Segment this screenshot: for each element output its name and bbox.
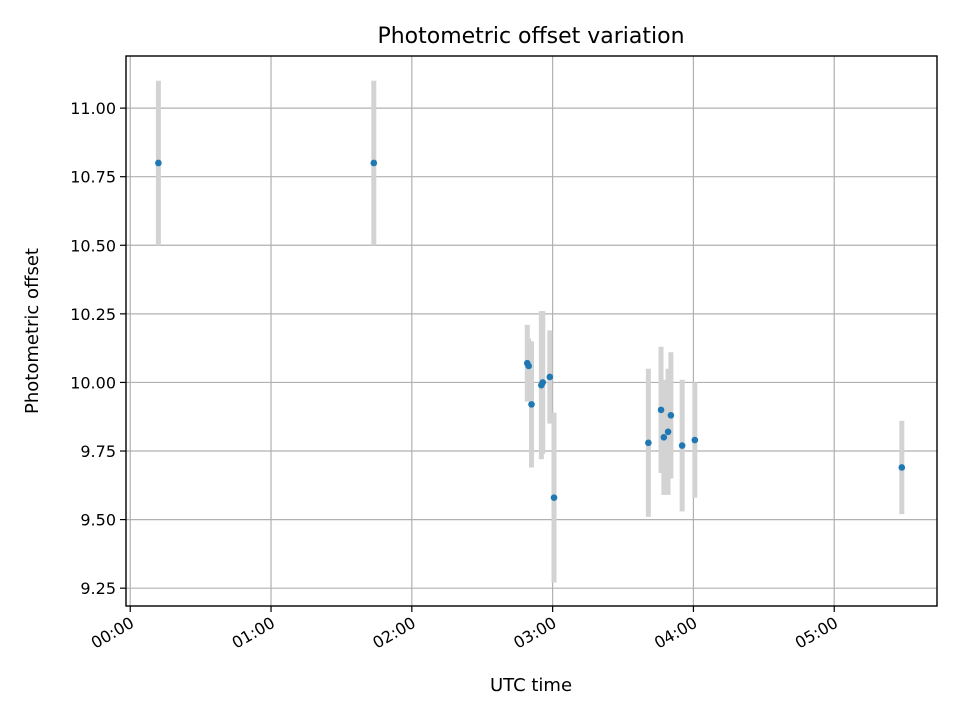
x-tick-label: 01:00 (229, 613, 278, 653)
y-tick-label: 9.25 (80, 579, 116, 598)
y-axis-label: Photometric offset (22, 248, 43, 414)
marker-layer (155, 159, 906, 501)
x-tick-label: 00:00 (88, 613, 137, 653)
data-point (645, 439, 652, 447)
y-tick-label: 10.25 (70, 305, 116, 324)
data-point (657, 406, 665, 414)
x-axis: 00:00 01:00 02:00 03:00 04:00 05:00 (88, 606, 841, 653)
data-point (546, 373, 554, 381)
x-axis-label: UTC time (490, 675, 572, 696)
y-tick-label: 10.00 (70, 373, 116, 392)
data-point (898, 464, 906, 471)
y-tick-label: 9.50 (80, 511, 116, 530)
chart-title: Photometric offset variation (377, 24, 684, 49)
data-point (691, 436, 699, 444)
y-tick-label: 10.50 (70, 236, 116, 255)
plot-frame (125, 55, 938, 607)
errorbar-layer (155, 80, 905, 583)
data-point (528, 401, 535, 408)
y-tick-label: 11.00 (70, 99, 116, 118)
data-point (550, 494, 558, 501)
x-tick-label: 03:00 (510, 613, 559, 653)
data-point (525, 362, 532, 370)
data-point (664, 428, 672, 436)
grid-layer (126, 56, 937, 606)
y-axis: 9.25 9.50 9.75 10.00 10.25 10.50 10.75 11.00 (70, 99, 126, 598)
y-tick-label: 9.75 (80, 442, 116, 461)
x-tick-label: 05:00 (792, 613, 841, 653)
x-tick-label: 04:00 (651, 613, 700, 653)
data-point (539, 379, 547, 386)
data-point (370, 159, 378, 167)
x-tick-label: 02:00 (369, 613, 418, 653)
data-point (660, 433, 668, 441)
y-tick-label: 10.75 (70, 168, 116, 187)
data-point (155, 159, 162, 167)
data-point (667, 412, 675, 419)
data-point (678, 442, 686, 449)
